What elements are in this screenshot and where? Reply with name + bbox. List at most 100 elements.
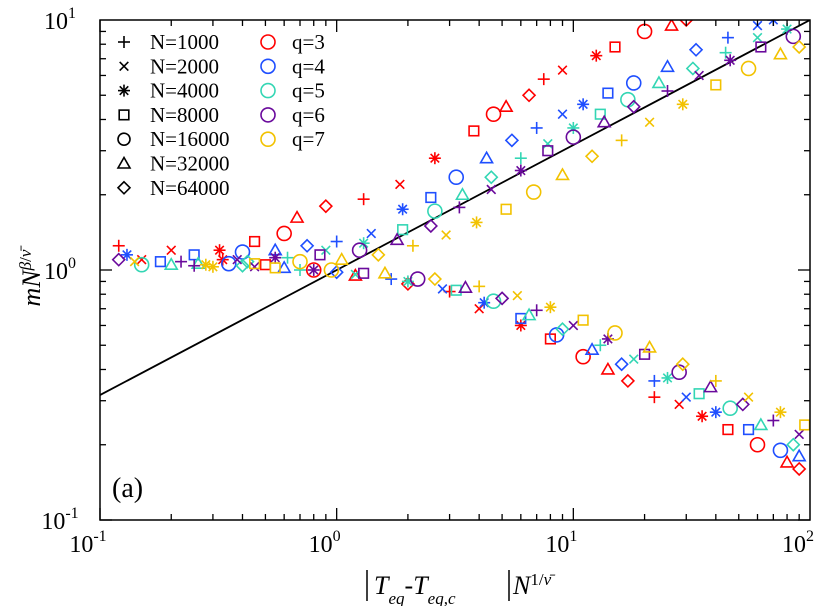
data-point xyxy=(458,280,473,293)
y-tick-label: 10-1 xyxy=(41,505,78,535)
marker-shape xyxy=(234,244,251,260)
data-point xyxy=(602,87,614,99)
marker-stroke xyxy=(119,85,129,96)
data-point xyxy=(175,255,188,268)
marker-stroke xyxy=(441,230,451,240)
data-point xyxy=(235,258,250,273)
marker-shape xyxy=(693,388,705,400)
data-point xyxy=(521,307,537,321)
marker-shape xyxy=(494,291,510,306)
data-point xyxy=(213,244,226,257)
y-axis-title-text: mNβ/ν̄ xyxy=(16,245,47,307)
marker-shape xyxy=(671,364,687,381)
data-point xyxy=(565,129,582,145)
marker-shape xyxy=(292,253,308,270)
marker-shape xyxy=(577,314,589,326)
legend-marker-N=8000 xyxy=(118,109,130,121)
data-point xyxy=(557,65,568,76)
marker-shape xyxy=(190,256,206,269)
data-point xyxy=(504,133,520,148)
marker-stroke xyxy=(136,254,147,265)
marker-shape xyxy=(584,149,600,164)
marker-stroke xyxy=(320,245,331,256)
data-point xyxy=(437,284,448,294)
marker-shape xyxy=(371,247,386,262)
data-point xyxy=(111,252,126,267)
data-point xyxy=(234,244,251,260)
marker-shape xyxy=(479,150,494,164)
data-point xyxy=(166,245,177,256)
data-point xyxy=(628,354,639,365)
data-point xyxy=(722,423,734,436)
legend-marker-N=2000 xyxy=(119,61,129,72)
marker-shape xyxy=(525,184,542,200)
data-point xyxy=(334,252,350,265)
x-tick-label: 101 xyxy=(545,528,577,558)
data-point xyxy=(395,179,405,190)
marker-shape xyxy=(235,258,250,273)
legend-label: N=32000 xyxy=(150,152,230,176)
marker-stroke xyxy=(119,61,129,72)
marker-stroke xyxy=(568,320,579,331)
marker-stroke xyxy=(430,153,440,164)
data-point xyxy=(299,238,315,253)
data-point xyxy=(694,70,705,81)
data-point xyxy=(314,249,326,261)
marker-shape xyxy=(450,284,462,296)
data-point xyxy=(423,218,438,234)
marker-shape xyxy=(259,259,272,271)
marker-stroke xyxy=(591,50,602,61)
marker-shape xyxy=(188,249,200,261)
marker-shape xyxy=(427,203,443,219)
marker-shape xyxy=(542,145,554,157)
data-point xyxy=(740,60,757,77)
data-point xyxy=(485,106,502,122)
data-point xyxy=(575,348,591,365)
marker-shape xyxy=(289,210,305,223)
data-point xyxy=(594,108,606,120)
marker-shape xyxy=(575,348,591,365)
marker-shape xyxy=(799,419,810,431)
data-point xyxy=(498,99,514,112)
data-point xyxy=(681,392,692,403)
data-point xyxy=(693,388,705,400)
marker-shape xyxy=(484,170,499,185)
marker-shape xyxy=(636,23,653,40)
marker-stroke xyxy=(743,392,754,403)
data-point xyxy=(722,400,738,417)
data-point xyxy=(401,275,414,288)
legend-marker-q=7 xyxy=(260,131,276,147)
data-point xyxy=(774,406,787,419)
series-q=5-upper xyxy=(133,23,794,273)
data-point xyxy=(743,392,754,403)
series-q=6-lower xyxy=(188,259,805,440)
marker-stroke xyxy=(397,204,408,215)
data-point xyxy=(269,262,281,274)
marker-shape xyxy=(485,293,502,310)
marker-shape xyxy=(458,280,473,293)
data-point xyxy=(537,73,550,86)
data-point xyxy=(600,361,616,375)
data-point xyxy=(305,262,322,278)
marker-shape xyxy=(423,218,438,234)
marker-shape xyxy=(779,454,795,468)
marker-shape xyxy=(260,34,276,50)
marker-stroke xyxy=(697,411,707,422)
marker-stroke xyxy=(366,228,377,239)
data-point xyxy=(276,225,292,242)
data-point xyxy=(441,230,451,240)
data-point xyxy=(500,203,512,215)
marker-stroke xyxy=(578,99,588,110)
data-point xyxy=(542,145,554,157)
data-point xyxy=(767,414,780,427)
data-point xyxy=(248,258,261,270)
marker-stroke xyxy=(677,99,688,110)
marker-stroke xyxy=(725,55,735,66)
data-point xyxy=(232,254,243,265)
marker-shape xyxy=(260,107,276,123)
marker-shape xyxy=(515,312,527,325)
legend-marker-N=64000 xyxy=(116,180,132,195)
data-point xyxy=(468,125,480,137)
tick-labels: 10-1 100 101 102 10-1 100 101 xyxy=(41,5,814,558)
marker-shape xyxy=(455,187,470,201)
